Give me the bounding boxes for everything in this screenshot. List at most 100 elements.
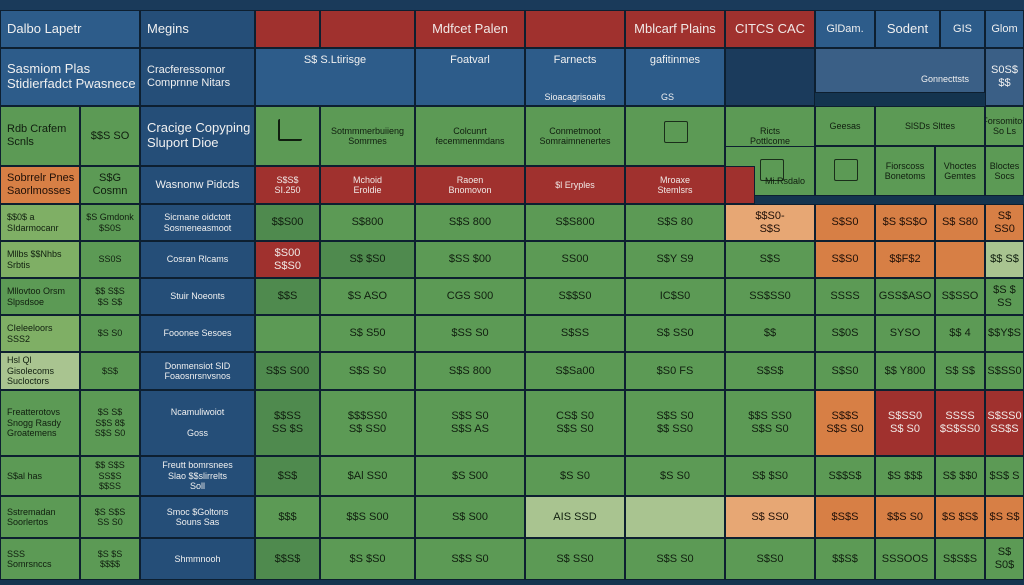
table-cell[interactable]: $$ S$ bbox=[985, 241, 1024, 278]
table-cell[interactable]: $S S$ bbox=[985, 496, 1024, 538]
header-blank-3[interactable] bbox=[525, 10, 625, 48]
table-cell[interactable]: $$ bbox=[725, 315, 815, 352]
table-cell[interactable]: S$S 80 bbox=[625, 204, 725, 241]
table-cell[interactable]: $$S00 bbox=[255, 204, 320, 241]
header-gis[interactable]: GIS bbox=[940, 10, 985, 48]
table-cell[interactable]: $Al SS0 bbox=[320, 456, 415, 496]
table-cell[interactable]: S$S 800 bbox=[415, 204, 525, 241]
table-cell[interactable]: S$ S$ bbox=[935, 352, 985, 390]
table-cell[interactable]: S$ SS0 bbox=[525, 538, 625, 580]
r2-icon-cell[interactable] bbox=[255, 106, 320, 166]
table-cell[interactable]: $$$ bbox=[255, 496, 320, 538]
table-cell[interactable]: $S S0 bbox=[525, 456, 625, 496]
table-cell[interactable]: SSSS $S$SS0 bbox=[935, 390, 985, 456]
table-cell[interactable]: SS$SS0 bbox=[725, 278, 815, 315]
table-cell[interactable]: $S0 FS bbox=[625, 352, 725, 390]
table-cell[interactable]: AIS SSD bbox=[525, 496, 625, 538]
header-citcs-cac[interactable]: CITCS CAC bbox=[725, 10, 815, 48]
table-cell[interactable]: SSSOOS bbox=[875, 538, 935, 580]
row0-v1[interactable]: Mchoid Eroldie bbox=[320, 166, 415, 204]
table-cell[interactable]: S$S$ bbox=[725, 352, 815, 390]
table-cell[interactable]: S$S S0 bbox=[625, 538, 725, 580]
table-cell[interactable]: $S$ S bbox=[985, 456, 1024, 496]
table-cell[interactable]: S$ SS0 bbox=[625, 315, 725, 352]
table-cell[interactable]: $$$SS0 S$ SS0 bbox=[320, 390, 415, 456]
table-cell[interactable] bbox=[625, 496, 725, 538]
header-sodent[interactable]: Sodent bbox=[875, 10, 940, 48]
table-cell[interactable]: $$S S0 bbox=[875, 496, 935, 538]
r2-icon4[interactable] bbox=[815, 146, 875, 196]
r2-icon2[interactable] bbox=[625, 106, 725, 166]
table-cell[interactable]: $S S0 bbox=[625, 456, 725, 496]
table-cell[interactable]: S$S S0 bbox=[415, 538, 525, 580]
table-cell[interactable]: S$ $S0 bbox=[320, 241, 415, 278]
header-blank-1[interactable] bbox=[255, 10, 320, 48]
table-cell[interactable]: $$S bbox=[255, 278, 320, 315]
header-megins[interactable]: Megins bbox=[140, 10, 255, 48]
table-cell[interactable]: S$0S bbox=[815, 315, 875, 352]
table-cell[interactable]: $S$S bbox=[815, 496, 875, 538]
table-cell[interactable]: S$Y S9 bbox=[625, 241, 725, 278]
table-cell[interactable]: $$F$2 bbox=[875, 241, 935, 278]
table-cell[interactable]: S$S0 bbox=[815, 241, 875, 278]
table-cell[interactable]: SSSS bbox=[815, 278, 875, 315]
row0-v3[interactable]: $l Eryples bbox=[525, 166, 625, 204]
header-mblcarf-plains[interactable]: Mblcarf Plains bbox=[625, 10, 725, 48]
table-cell[interactable]: $$S0- S$S bbox=[725, 204, 815, 241]
table-cell[interactable] bbox=[935, 241, 985, 278]
table-cell[interactable]: S$SS bbox=[525, 315, 625, 352]
table-cell[interactable]: S$SS0 bbox=[985, 352, 1024, 390]
table-cell[interactable]: $$ 4 bbox=[935, 315, 985, 352]
table-cell[interactable]: S$SSO bbox=[935, 278, 985, 315]
header-glom[interactable]: Glom bbox=[985, 10, 1024, 48]
table-cell[interactable]: $$S$ bbox=[815, 538, 875, 580]
table-cell[interactable]: $SS $00 bbox=[415, 241, 525, 278]
table-cell[interactable]: $S $$$ bbox=[875, 456, 935, 496]
table-cell[interactable]: S$ S80 bbox=[935, 204, 985, 241]
table-cell[interactable]: GSS$ASO bbox=[875, 278, 935, 315]
table-cell[interactable]: CS$ S0 S$S S0 bbox=[525, 390, 625, 456]
table-cell[interactable]: S$SS0 SS$S bbox=[985, 390, 1024, 456]
table-cell[interactable]: IC$S0 bbox=[625, 278, 725, 315]
header-mdfcet-palen[interactable]: Mdfcet Palen bbox=[415, 10, 525, 48]
table-cell[interactable]: S$S0 bbox=[725, 538, 815, 580]
table-cell[interactable]: S$ S00 bbox=[415, 496, 525, 538]
table-cell[interactable]: S$S bbox=[725, 241, 815, 278]
row0-v4[interactable]: Mroaxe Stemlsrs bbox=[625, 166, 725, 204]
table-cell[interactable]: S$Sa00 bbox=[525, 352, 625, 390]
table-cell[interactable]: SS00 bbox=[525, 241, 625, 278]
table-cell[interactable]: $SS S0 bbox=[415, 315, 525, 352]
table-cell[interactable]: S$S S0 $$ SS0 bbox=[625, 390, 725, 456]
table-cell[interactable]: $S ASO bbox=[320, 278, 415, 315]
table-cell[interactable]: S$ SS0 bbox=[985, 204, 1024, 241]
table-cell[interactable]: S$S S0 S$S AS bbox=[415, 390, 525, 456]
table-cell[interactable]: SYSO bbox=[875, 315, 935, 352]
table-cell[interactable]: S$ $S0 bbox=[725, 456, 815, 496]
header-blank-2[interactable] bbox=[320, 10, 415, 48]
table-cell[interactable] bbox=[255, 315, 320, 352]
table-cell[interactable]: $$S SS0 S$S S0 bbox=[725, 390, 815, 456]
table-cell[interactable]: S$S0 bbox=[815, 352, 875, 390]
table-cell[interactable]: S$ $$0 bbox=[935, 456, 985, 496]
table-cell[interactable]: $S$ bbox=[255, 456, 320, 496]
row0-v5a[interactable] bbox=[725, 166, 755, 204]
table-cell[interactable]: $$S$ bbox=[255, 538, 320, 580]
table-cell[interactable]: $S S00 bbox=[415, 456, 525, 496]
table-cell[interactable]: $S $S$O bbox=[875, 204, 935, 241]
table-cell[interactable]: S$800 bbox=[320, 204, 415, 241]
header-gldam[interactable]: GlDam. bbox=[815, 10, 875, 48]
table-cell[interactable]: S$$S$ bbox=[815, 456, 875, 496]
table-cell[interactable]: S$S0 bbox=[815, 204, 875, 241]
table-cell[interactable]: S$ SS0 bbox=[725, 496, 815, 538]
table-cell[interactable]: S$$S S$S S0 bbox=[815, 390, 875, 456]
row0-v2[interactable]: Raoen Bnomovon bbox=[415, 166, 525, 204]
table-cell[interactable]: $$S S00 bbox=[320, 496, 415, 538]
table-cell[interactable]: S$S S0 bbox=[320, 352, 415, 390]
table-cell[interactable]: S$S 800 bbox=[415, 352, 525, 390]
table-cell[interactable]: S$SS0 S$ S0 bbox=[875, 390, 935, 456]
table-cell[interactable]: $S $S$ bbox=[935, 496, 985, 538]
table-cell[interactable]: S$$S0 bbox=[525, 278, 625, 315]
table-cell[interactable]: S$S S00 bbox=[255, 352, 320, 390]
table-cell[interactable]: $$ Y800 bbox=[875, 352, 935, 390]
table-cell[interactable]: S$S$S bbox=[935, 538, 985, 580]
